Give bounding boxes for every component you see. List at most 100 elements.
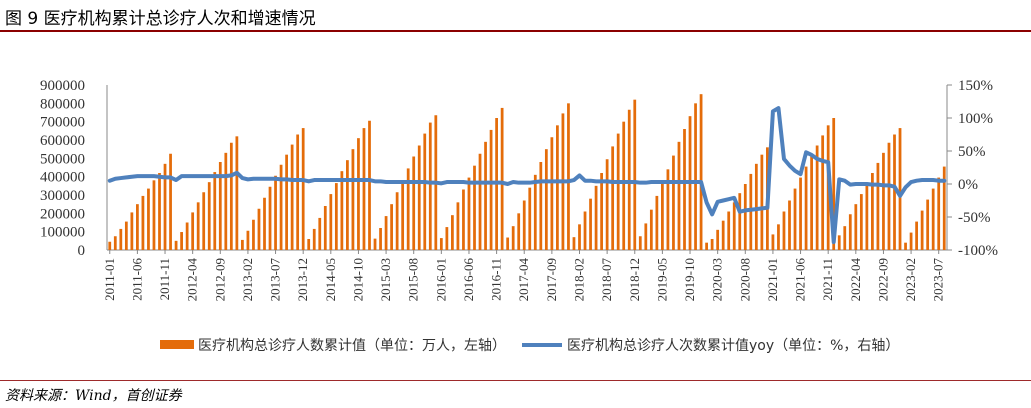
bar — [357, 138, 360, 250]
bar — [732, 202, 736, 250]
bar — [710, 239, 714, 250]
x-tick-label: 2012-04 — [185, 258, 200, 302]
bar — [373, 238, 377, 250]
bar — [274, 175, 277, 250]
bar — [882, 152, 885, 250]
legend-bar-label: 医疗机构总诊疗人数累计值（单位：万人，左轴） — [198, 338, 506, 354]
bar — [837, 235, 841, 250]
bar — [622, 121, 626, 251]
bar — [423, 133, 427, 250]
bar — [594, 185, 598, 250]
bar — [484, 141, 487, 250]
bar — [655, 195, 659, 250]
bar — [666, 169, 670, 250]
bar — [323, 206, 327, 250]
x-tick-label: 2013-12 — [295, 258, 310, 301]
bar — [451, 215, 454, 250]
bar — [661, 183, 664, 250]
bar — [406, 168, 410, 250]
bar — [202, 192, 206, 250]
bar — [246, 230, 250, 250]
x-tick-label: 2013-07 — [268, 258, 283, 302]
bar — [672, 155, 675, 250]
bar — [539, 162, 543, 250]
bar — [788, 200, 791, 250]
bar — [235, 136, 239, 250]
line-series — [107, 106, 947, 245]
title-rule — [0, 30, 1031, 32]
bar — [290, 144, 294, 250]
right-tick-label: 0% — [958, 177, 978, 193]
bar — [279, 164, 283, 250]
left-tick-label: 500000 — [40, 151, 85, 167]
bar — [528, 187, 532, 250]
bar — [777, 224, 780, 250]
bar — [677, 141, 681, 250]
bar — [329, 194, 333, 250]
x-tick-label: 2020-08 — [737, 258, 752, 301]
bar — [401, 180, 405, 250]
bar — [191, 212, 195, 250]
bar — [213, 172, 217, 250]
bar — [241, 239, 244, 250]
bar — [506, 237, 510, 250]
bar — [147, 188, 150, 250]
bar — [589, 198, 592, 250]
bar — [743, 184, 747, 250]
right-tick-label: -50% — [958, 210, 991, 226]
x-tick-label: 2021-01 — [765, 258, 780, 301]
bar-series — [108, 94, 946, 251]
bar — [141, 195, 145, 250]
bar — [285, 154, 288, 250]
bar — [113, 236, 117, 250]
x-tick-label: 2019-10 — [682, 258, 697, 301]
bar — [522, 200, 526, 250]
bar — [196, 202, 200, 250]
bar — [721, 220, 725, 250]
bar — [832, 118, 836, 250]
left-tick-label: 400000 — [40, 170, 85, 186]
bar — [567, 103, 570, 250]
bar — [749, 173, 753, 250]
bar — [738, 193, 742, 250]
bar — [456, 202, 460, 250]
bar — [848, 214, 852, 250]
bar — [473, 165, 476, 250]
bar — [500, 107, 504, 251]
bar — [804, 166, 808, 250]
bar — [346, 160, 349, 250]
bar — [257, 208, 261, 250]
bar — [550, 137, 554, 250]
bar — [307, 239, 311, 250]
bar — [771, 234, 775, 250]
right-tick-label: 50% — [958, 144, 986, 160]
left-tick-label: 200000 — [40, 206, 85, 222]
legend-bar-swatch — [160, 340, 194, 349]
x-tick-label: 2016-01 — [433, 258, 448, 301]
bar — [854, 204, 858, 250]
bar — [417, 145, 421, 250]
bar — [909, 232, 913, 250]
bar — [224, 152, 228, 250]
x-tick-label: 2011-11 — [157, 258, 172, 300]
bar — [511, 226, 515, 250]
bar — [871, 173, 874, 250]
bar — [180, 232, 183, 250]
x-tick-label: 2021-11 — [820, 258, 835, 301]
bar — [428, 122, 432, 250]
x-tick-label: 2011-06 — [129, 258, 144, 301]
bar — [887, 142, 891, 250]
bar — [705, 242, 708, 250]
bar — [467, 177, 471, 250]
bar — [362, 128, 366, 250]
x-tick-label: 2016-06 — [461, 258, 476, 302]
left-tick-label: 600000 — [40, 133, 85, 149]
chart: 0 100000 200000 300000 400000 500000 600000 700… — [40, 78, 998, 354]
x-tick-label: 2015-03 — [378, 258, 393, 301]
x-tick-label: 2019-05 — [654, 258, 669, 301]
bar — [445, 227, 449, 250]
x-tick-label: 2018-12 — [627, 258, 642, 301]
bar — [439, 238, 443, 250]
bar — [799, 177, 802, 250]
bar — [578, 224, 581, 250]
